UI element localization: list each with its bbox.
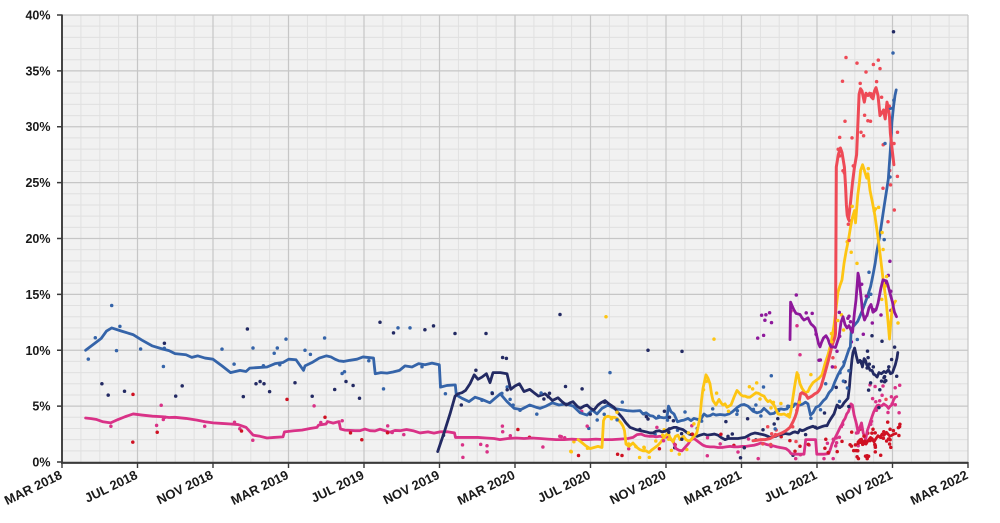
svg-text:40%: 40% <box>25 9 50 23</box>
svg-text:30%: 30% <box>25 120 50 134</box>
svg-text:20%: 20% <box>25 232 50 246</box>
svg-text:5%: 5% <box>32 400 50 414</box>
svg-text:15%: 15% <box>25 288 50 302</box>
svg-text:0%: 0% <box>32 456 50 470</box>
svg-text:10%: 10% <box>25 344 50 358</box>
svg-text:35%: 35% <box>25 64 50 78</box>
svg-text:25%: 25% <box>25 176 50 190</box>
